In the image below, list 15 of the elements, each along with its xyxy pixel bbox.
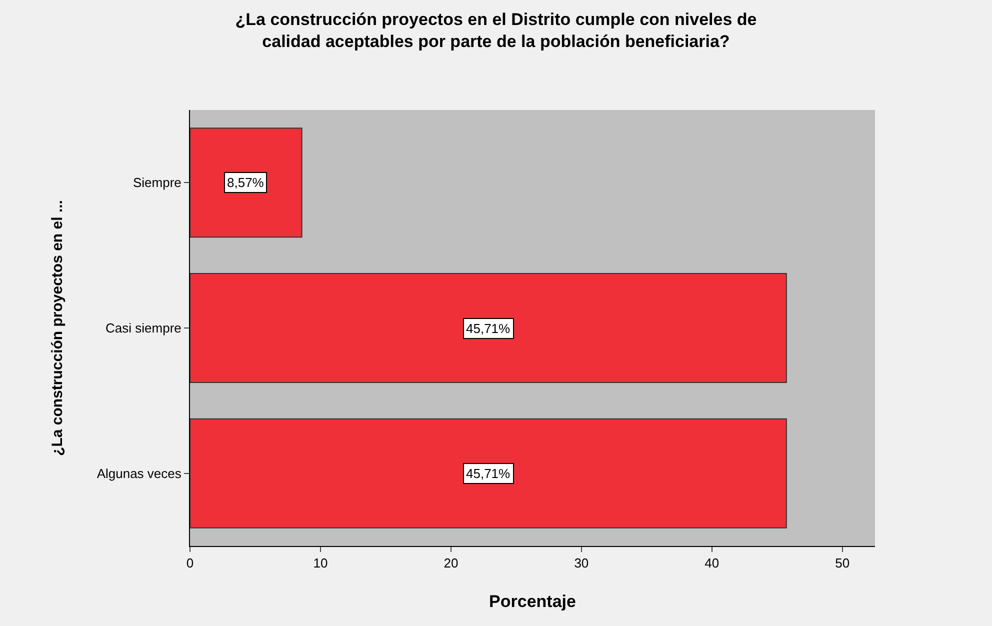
y-axis-title: ¿La construcción proyectos en el ... bbox=[49, 200, 66, 456]
x-tick-label: 10 bbox=[313, 556, 328, 571]
data-label: 45,71% bbox=[466, 466, 511, 481]
x-tick-label: 40 bbox=[704, 556, 720, 571]
y-tick-label: Algunas veces bbox=[96, 466, 182, 481]
x-tick-label: 20 bbox=[444, 556, 458, 571]
x-axis-title: Porcentaje bbox=[489, 592, 576, 611]
x-tick-label: 0 bbox=[186, 556, 194, 571]
x-tick-label: 50 bbox=[835, 556, 850, 571]
chart-title: ¿La construcción proyectos en el Distrito cumple con niveles de calidad aceptables por parte de la población beneficiaria? bbox=[235, 10, 757, 52]
y-tick-label: Siempre bbox=[132, 175, 182, 190]
data-label: 8,57% bbox=[227, 175, 264, 190]
y-tick-label: Casi siempre bbox=[106, 320, 182, 336]
x-tick-label: 30 bbox=[574, 556, 589, 571]
data-label: 45,71% bbox=[466, 321, 511, 336]
